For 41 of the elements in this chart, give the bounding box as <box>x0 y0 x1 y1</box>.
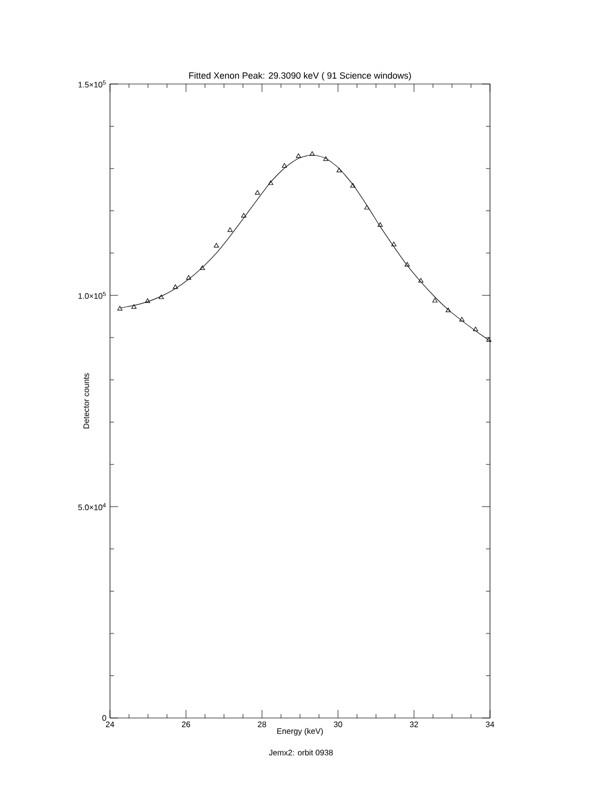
x-tick-label: 32 <box>410 722 418 728</box>
point <box>446 308 451 312</box>
point <box>186 275 192 280</box>
point <box>158 294 164 300</box>
x-axis-title: Energy (keV) <box>277 728 323 736</box>
x-tick-label: 28 <box>258 722 266 728</box>
chart-title: Fitted Xenon Peak: 29.3090 keV ( 91 Science windows) <box>189 72 411 80</box>
x-tick-label: 26 <box>182 722 190 728</box>
point <box>418 278 424 283</box>
x-tick-label: 30 <box>334 722 342 728</box>
point <box>268 180 274 185</box>
x-tick-label: 34 <box>486 722 494 728</box>
point <box>486 337 492 342</box>
point <box>404 262 410 266</box>
point <box>241 212 246 218</box>
point <box>391 242 396 246</box>
point <box>254 190 260 195</box>
x-tick-label: 24 <box>106 722 114 728</box>
point <box>296 153 302 158</box>
point <box>145 298 150 303</box>
point <box>432 298 438 302</box>
point <box>214 242 219 248</box>
point <box>228 227 233 232</box>
y-tick-label: 1.5×10$^{5}$ <box>78 80 106 88</box>
point <box>336 168 342 172</box>
y-axis-title: Detector counts <box>83 373 90 428</box>
point <box>378 222 383 227</box>
point <box>364 204 370 210</box>
point <box>459 316 464 322</box>
y-tick-label: 0 <box>102 715 106 721</box>
point <box>310 151 315 156</box>
y-tick-label: 1.0×10$^{5}$ <box>78 292 106 299</box>
point <box>323 156 328 161</box>
point <box>131 304 136 309</box>
point <box>172 284 178 289</box>
point <box>200 265 205 270</box>
point <box>282 163 287 168</box>
text: Jemx2: orbit 0938 <box>268 750 333 756</box>
point <box>350 182 356 188</box>
point <box>473 326 478 332</box>
y-tick-label: 5.0×10$^{4}$ <box>78 503 106 510</box>
